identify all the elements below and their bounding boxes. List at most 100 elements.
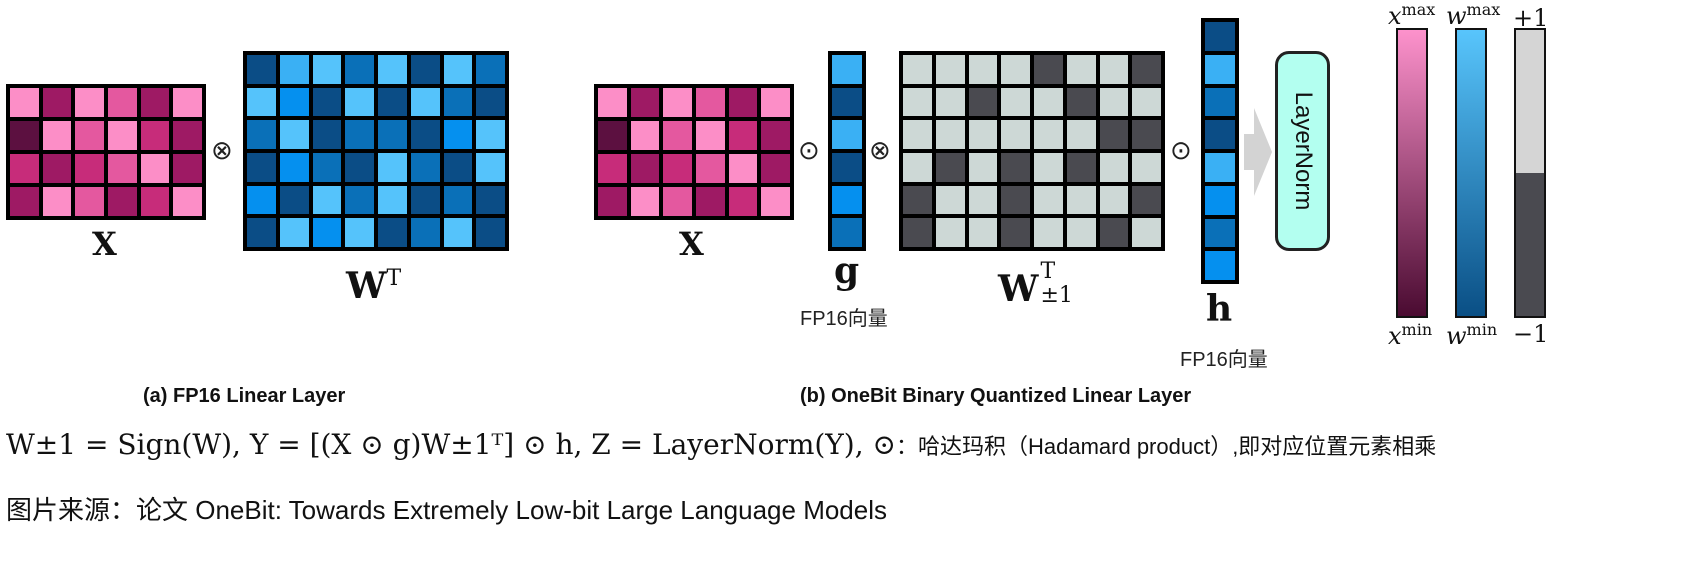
w-matrix-cell [312,152,342,182]
x-matrix-cell [107,121,137,150]
binary-w-matrix-cell [1066,55,1096,84]
w-matrix-cell [378,87,407,117]
x-matrix-cell [173,88,202,117]
h-vector-cell [1205,54,1235,84]
g-vector-cell [832,152,862,182]
binary-w-matrix-cell [1001,55,1030,84]
x-matrix-cell [75,187,104,216]
w-matrix-cell [476,152,505,182]
w-matrix-cell [378,152,407,182]
x-matrix-cell [695,154,725,183]
legend-plus-one-label: +1 [1513,4,1549,32]
w-matrix-cell [247,87,276,117]
w-matrix-cell [378,120,407,149]
binary-w-matrix-cell [903,120,932,149]
binary-w-matrix-cell [1066,218,1096,247]
formula-math: W±1 = Sign(W), Y = [(X ⊙ g)W±1ᵀ] ⊙ h, Z … [6,428,896,461]
source-note: 图片来源：论文 OneBit: Towards Extremely Low-bi… [6,495,888,525]
w-matrix-cell [443,218,473,247]
legend-pink-gradient [1396,28,1428,318]
binary-w-matrix-cell [1066,185,1096,215]
w-matrix-cell [410,87,440,117]
layernorm-box: LayerNorm [1275,51,1330,251]
x-matrix-cell [42,121,72,150]
x-matrix-cell [10,121,39,150]
x-matrix-cell [663,88,692,117]
w-matrix-cell [345,185,374,215]
x-matrix-cell [630,121,660,150]
g-label: g [834,250,860,292]
x-matrix-cell [140,88,170,117]
binary-w-matrix-cell [1099,87,1129,117]
binary-w-matrix-cell [1001,185,1030,215]
binary-w-matrix-cell [1001,152,1030,182]
w-matrix-cell [247,185,276,215]
g-vector-cell [832,185,862,215]
w-matrix-cell [279,120,309,149]
binary-w-matrix-cell [1132,55,1161,84]
w-matrix-cell [443,87,473,117]
w-matrix-cell [279,55,309,84]
w-matrix-cell [476,185,505,215]
x-matrix-cell [761,88,790,117]
w-matrix-cell [410,185,440,215]
x-matrix-cell [598,121,627,150]
w-matrix-cell [443,152,473,182]
h-vector-cell [1205,218,1235,248]
x-matrix-cell [630,154,660,183]
w-matrix-cell [312,87,342,117]
binary-w-matrix-cell [1066,120,1096,149]
w-matrix-cell [378,218,407,247]
binary-w-matrix-cell [935,152,965,182]
w-matrix-cell [476,87,505,117]
h-vector-cell [1205,153,1235,182]
binary-w-matrix-cell [903,55,932,84]
x-matrix-cell [630,187,660,216]
caption-b: (b) OneBit Binary Quantized Linear Layer [800,385,1192,407]
x-matrix-cell [598,88,627,117]
x-matrix-cell [173,187,202,216]
x-matrix-cell [10,187,39,216]
x-matrix-cell [140,154,170,183]
x-matrix-cell [598,187,627,216]
binary-w-matrix-cell [935,87,965,117]
h-vector-cell [1205,87,1235,117]
binary-w-matrix-cell [968,152,998,182]
binary-w-matrix-cell [903,218,932,247]
binary-w-matrix-cell [935,185,965,215]
binary-w-matrix-cell [1132,218,1161,247]
w-matrix-cell [410,152,440,182]
binary-w-matrix-cell [1099,218,1129,247]
binary-w-matrix-cell [968,120,998,149]
binary-weight-matrix [899,51,1165,251]
x-matrix-cell [728,88,758,117]
w-matrix-cell [312,218,342,247]
legend-xmax-label: xmax [1388,0,1436,30]
layernorm-label: LayerNorm [1289,91,1317,211]
x-matrix-cell [728,187,758,216]
legend-wmin-label: wmin [1446,320,1498,350]
w-matrix-cell [247,152,276,182]
w-matrix-cell [345,120,374,149]
h-label: h [1206,288,1233,330]
x-matrix-cell [761,187,790,216]
formula-line: W±1 = Sign(W), Y = [(X ⊙ g)W±1ᵀ] ⊙ h, Z … [6,428,1436,461]
formula-note: ：哈达玛积（Hadamard product）,即对应位置元素相乘 [895,434,1437,459]
x-matrix-cell [695,187,725,216]
binary-w-matrix-cell [1034,55,1063,84]
w-matrix-cell [312,55,342,84]
hadamard-symbol-2: ⊙ [1170,136,1192,166]
binary-w-matrix-cell [968,218,998,247]
w-matrix-cell [410,55,440,84]
binary-w-matrix-cell [1001,218,1030,247]
matrix-x-label-b: X [679,225,704,263]
matmul-symbol-a: ⊗ [211,136,233,166]
binary-w-matrix-cell [903,87,932,117]
binary-w-matrix-cell [968,87,998,117]
input-matrix-x-b [594,84,794,220]
x-matrix-cell [140,121,170,150]
w-matrix-cell [378,55,407,84]
x-matrix-cell [107,187,137,216]
x-matrix-cell [10,88,39,117]
w-matrix-cell [247,218,276,247]
